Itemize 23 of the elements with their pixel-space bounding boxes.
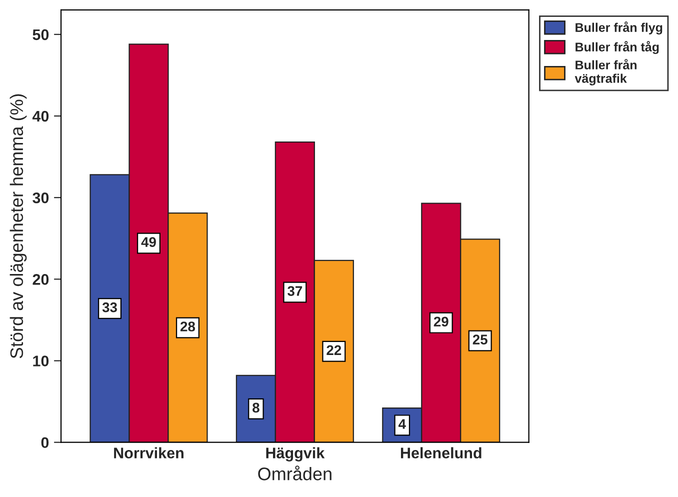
data-label: 28 (180, 322, 196, 332)
legend-label: Buller från vägtrafik (574, 59, 637, 86)
y-tick-label: 20 (32, 274, 49, 285)
legend-label: Buller från tåg (576, 41, 659, 54)
y-tick-label: 0 (41, 437, 49, 448)
data-label: 33 (102, 302, 117, 312)
x-tick-label: Norrviken (114, 447, 184, 458)
x-tick-label: Helenelund (400, 447, 482, 458)
y-tick-label: 30 (32, 192, 49, 204)
data-label: 25 (472, 334, 488, 344)
data-label: 4 (398, 419, 406, 429)
y-tick-label: 50 (32, 29, 49, 40)
data-label: 29 (434, 316, 448, 327)
y-tick-label: 10 (33, 356, 49, 366)
x-axis-title: Områden (258, 466, 332, 480)
data-label: 8 (252, 402, 260, 413)
data-label: 37 (288, 286, 302, 296)
y-tick-label: 40 (32, 110, 49, 122)
x-tick-label: Häggvik (266, 447, 325, 462)
data-label: 22 (326, 345, 342, 355)
legend-label: Buller från flyg (576, 22, 662, 34)
data-label: 49 (141, 237, 156, 247)
y-axis-title: Störd av olägenheter hemma (%) (10, 94, 27, 358)
